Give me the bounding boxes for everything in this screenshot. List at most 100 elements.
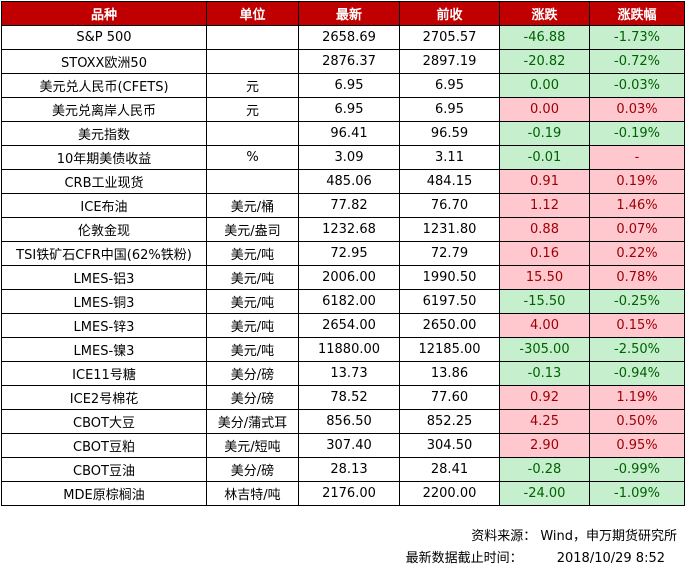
table-row: ICE布油 美元/桶 77.82 76.70 1.12 1.46% [1,193,685,218]
cell-latest: 307.40 [298,433,400,458]
header-change: 涨跌 [499,1,590,26]
cell-latest: 6.95 [298,73,400,98]
cell-unit: % [206,145,299,170]
cell-unit: 美分/磅 [206,457,299,482]
cell-unit: 美元/桶 [206,193,299,218]
cell-change: 0.16 [499,241,590,266]
header-latest: 最新 [298,1,400,26]
table-body: S&P 500 2658.69 2705.57 -46.88 -1.73% STOXX欧洲… [1,25,685,506]
table-row: ICE2号棉花 美分/磅 78.52 77.60 0.92 1.19% [1,385,685,410]
table-row: CBOT大豆 美分/蒲式耳 856.50 852.25 4.25 0.50% [1,409,685,434]
cell-unit [206,121,299,146]
cell-change: -24.00 [499,481,590,506]
cell-prev-close: 484.15 [399,169,500,194]
cell-latest: 6.95 [298,97,400,122]
cell-name: 美元兑离岸人民币 [1,97,207,122]
table-row: LMES-铜3 美元/吨 6182.00 6197.50 -15.50 -0.25% [1,289,685,314]
table-row: S&P 500 2658.69 2705.57 -46.88 -1.73% [1,25,685,50]
cell-change-pct: 0.03% [589,97,685,122]
table-row: CBOT豆油 美分/磅 28.13 28.41 -0.28 -0.99% [1,457,685,482]
table-row: 10年期美债收益% 3.09 3.11 -0.01- [1,145,685,170]
cell-change-pct: -0.99% [589,457,685,482]
cell-change-pct: 0.19% [589,169,685,194]
cell-name: 伦敦金现 [1,217,207,242]
cell-latest: 856.50 [298,409,400,434]
cell-change: -0.19 [499,121,590,146]
cell-prev-close: 72.79 [399,241,500,266]
cell-name: STOXX欧洲50 [1,49,207,74]
header-row: 品种 单位 最新 前收 涨跌 涨跌幅 [1,1,685,26]
cell-latest: 2876.37 [298,49,400,74]
cell-prev-close: 13.86 [399,361,500,386]
cell-change-pct: -0.94% [589,361,685,386]
cell-prev-close: 28.41 [399,457,500,482]
cell-change: -305.00 [499,337,590,362]
table-row: CBOT豆粕 美元/短吨 307.40 304.50 2.90 0.95% [1,433,685,458]
cell-change-pct: -2.50% [589,337,685,362]
cell-latest: 72.95 [298,241,400,266]
cell-change: 1.12 [499,193,590,218]
footer-cutoff: 最新数据截止时间： 2018/10/29 8:52 [0,547,683,566]
cell-name: ICE11号糖 [1,361,207,386]
cell-unit: 美元/短吨 [206,433,299,458]
cell-unit: 美元/吨 [206,265,299,290]
cutoff-label: 最新数据截止时间： [405,551,523,566]
cell-unit [206,25,299,50]
market-table: 品种 单位 最新 前收 涨跌 涨跌幅 S&P 500 2658.69 2705.57… [1,1,685,506]
cell-unit: 美元/吨 [206,337,299,362]
cell-change-pct: 1.46% [589,193,685,218]
cell-change: 4.25 [499,409,590,434]
cell-name: CBOT豆油 [1,457,207,482]
cell-change-pct: -0.03% [589,73,685,98]
cell-change-pct: 0.95% [589,433,685,458]
cell-name: CRB工业现货 [1,169,207,194]
header-prev-close: 前收 [399,1,500,26]
table-row: 美元兑离岸人民币元 6.95 6.95 0.00 0.03% [1,97,685,122]
cell-change-pct: 0.50% [589,409,685,434]
cell-change-pct: 0.22% [589,241,685,266]
cell-prev-close: 96.59 [399,121,500,146]
cell-change: 2.90 [499,433,590,458]
cell-unit: 林吉特/吨 [206,481,299,506]
cell-latest: 485.06 [298,169,400,194]
table-row: ICE11号糖 美分/磅 13.73 13.86 -0.13 -0.94% [1,361,685,386]
cell-name: TSI铁矿石CFR中国(62%铁粉) [1,241,207,266]
cell-change: 15.50 [499,265,590,290]
cell-latest: 11880.00 [298,337,400,362]
table-row: 伦敦金现 美元/盎司 1232.68 1231.80 0.88 0.07% [1,217,685,242]
cell-change-pct: - [589,145,685,170]
cell-latest: 1232.68 [298,217,400,242]
header-unit: 单位 [206,1,299,26]
cell-unit [206,169,299,194]
cell-change: -0.01 [499,145,590,170]
cell-change-pct: 0.78% [589,265,685,290]
cell-unit: 美元/盎司 [206,217,299,242]
cell-latest: 2176.00 [298,481,400,506]
cell-prev-close: 2200.00 [399,481,500,506]
cell-change-pct: 1.19% [589,385,685,410]
cell-name: S&P 500 [1,25,207,50]
cell-unit [206,49,299,74]
cell-change: -0.28 [499,457,590,482]
cutoff-value: 2018/10/29 8:52 [556,551,665,566]
cell-name: ICE2号棉花 [1,385,207,410]
header-change-pct: 涨跌幅 [589,1,685,26]
table-row: TSI铁矿石CFR中国(62%铁粉) 美元/吨 72.95 72.79 0.16 0.22… [1,241,685,266]
table-row: 美元兑人民币(CFETS) 元 6.95 6.95 0.00 -0.03% [1,73,685,98]
cell-change-pct: -0.72% [589,49,685,74]
cell-change: -46.88 [499,25,590,50]
cell-change-pct: -0.19% [589,121,685,146]
cell-change-pct: -0.25% [589,289,685,314]
cell-prev-close: 12185.00 [399,337,500,362]
cell-prev-close: 76.70 [399,193,500,218]
cell-change: 0.91 [499,169,590,194]
cell-change-pct: 0.15% [589,313,685,338]
cell-prev-close: 2705.57 [399,25,500,50]
table-row: MDE原棕榈油 林吉特/吨 2176.00 2200.00 -24.00 -1.09% [1,481,685,506]
cell-name: ICE布油 [1,193,207,218]
cell-prev-close: 6.95 [399,97,500,122]
cell-unit: 元 [206,73,299,98]
cell-latest: 77.82 [298,193,400,218]
cell-latest: 2658.69 [298,25,400,50]
cell-name: CBOT豆粕 [1,433,207,458]
